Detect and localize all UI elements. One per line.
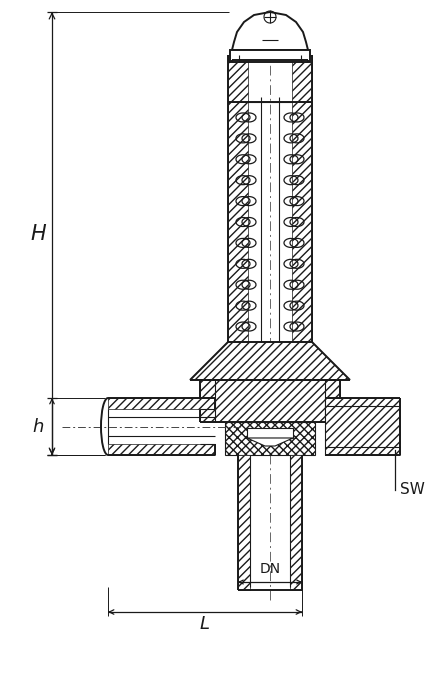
Polygon shape	[301, 60, 308, 62]
Polygon shape	[228, 55, 248, 102]
Polygon shape	[232, 60, 239, 62]
Polygon shape	[108, 398, 215, 409]
Polygon shape	[108, 444, 215, 455]
Polygon shape	[292, 55, 312, 102]
Polygon shape	[200, 380, 340, 422]
Text: h: h	[32, 417, 44, 435]
Polygon shape	[325, 398, 400, 455]
Polygon shape	[292, 102, 312, 342]
Text: L: L	[200, 615, 210, 633]
Bar	[247, 428, 293, 438]
Text: SW: SW	[400, 482, 425, 498]
Polygon shape	[228, 102, 248, 342]
Text: H: H	[30, 223, 46, 244]
Polygon shape	[247, 438, 293, 446]
Polygon shape	[290, 455, 302, 590]
Bar	[230, 50, 310, 62]
Text: DN: DN	[259, 562, 280, 576]
Polygon shape	[232, 12, 308, 50]
Polygon shape	[238, 455, 250, 590]
Polygon shape	[190, 342, 350, 380]
Polygon shape	[225, 422, 315, 455]
